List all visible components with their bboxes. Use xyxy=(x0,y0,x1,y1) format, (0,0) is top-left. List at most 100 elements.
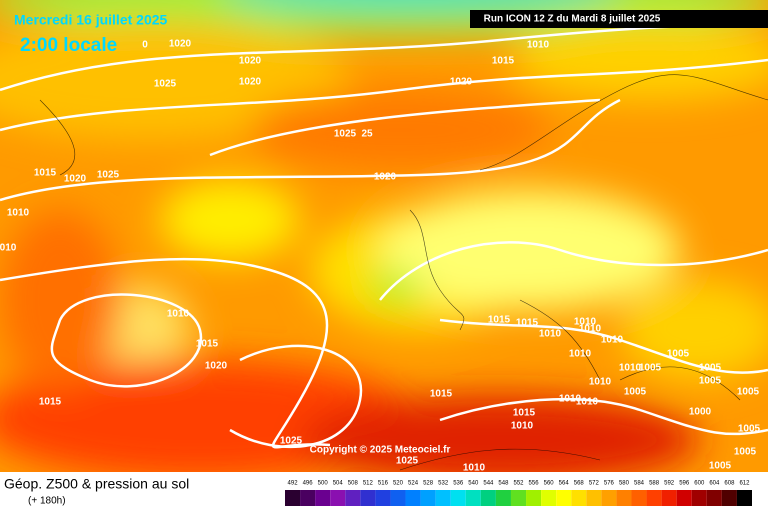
isobar-label: 1020 xyxy=(205,361,228,372)
isobar-label: 1020 xyxy=(64,174,87,185)
scale-label: 524 xyxy=(408,481,419,487)
isobar-label: 1005 xyxy=(709,461,732,472)
legend-subtitle: (+ 180h) xyxy=(28,496,66,507)
isobar-label: 1005 xyxy=(639,363,662,374)
scale-swatch xyxy=(691,490,707,506)
isobar-label: 1005 xyxy=(738,424,761,435)
isobar-label: 1010 xyxy=(167,309,190,320)
date-label: Mercredi 16 juillet 2025 xyxy=(14,12,168,28)
map-background xyxy=(0,0,768,485)
isobar-label: 1005 xyxy=(667,349,690,360)
isobar-label: 25 xyxy=(361,129,373,140)
isobar-label: 1020 xyxy=(239,56,262,67)
isobar-label: 1010 xyxy=(619,363,642,374)
run-label: Run ICON 12 Z du Mardi 8 juillet 2025 xyxy=(484,14,661,25)
isobar-label: 1015 xyxy=(34,168,57,179)
scale-label: 532 xyxy=(438,481,449,487)
isobar-label: 1010 xyxy=(569,349,592,360)
scale-label: 612 xyxy=(739,481,750,487)
scale-label: 544 xyxy=(483,481,494,487)
scale-label: 572 xyxy=(589,481,600,487)
scale-swatch xyxy=(541,490,557,506)
scale-label: 548 xyxy=(498,481,509,487)
isobar-label: 1010 xyxy=(511,421,534,432)
scale-swatch xyxy=(435,490,451,506)
isobar-label: 1010 xyxy=(589,377,612,388)
isobar-label: 1010 xyxy=(527,40,550,51)
isobar-label: 1020 xyxy=(374,172,397,183)
scale-label: 512 xyxy=(363,481,374,487)
scale-label: 564 xyxy=(559,481,570,487)
isobar-label: 1025 xyxy=(396,456,419,467)
isobar-label: 1015 xyxy=(492,56,515,67)
scale-label: 516 xyxy=(378,481,389,487)
isobar-labels: 1020 0 1020 1025 1020 1010 1015 1020 1025 25 1015 1… xyxy=(0,39,761,474)
isobar-label: 1010 xyxy=(463,463,486,474)
legend-title: Géop. Z500 & pression au sol xyxy=(4,476,189,492)
scale-label: 528 xyxy=(423,481,434,487)
scale-swatch xyxy=(375,490,391,506)
isobar-label: 1015 xyxy=(488,315,511,326)
scale-label: 568 xyxy=(574,481,585,487)
isobar-label: 1010 xyxy=(539,329,562,340)
scale-label: 556 xyxy=(529,481,540,487)
isobar-label: 1000 xyxy=(689,407,712,418)
isobar-label: 1005 xyxy=(699,363,722,374)
scale-label: 492 xyxy=(288,481,299,487)
scale-swatch xyxy=(616,490,632,506)
color-scale: 492 496 500 504 508 512 516 520 524 528 532 536 540 5… xyxy=(285,481,752,506)
isobar-label: 1025 xyxy=(154,79,177,90)
scale-swatch xyxy=(330,490,346,506)
scale-label: 536 xyxy=(453,481,464,487)
scale-label: 520 xyxy=(393,481,404,487)
scale-label: 504 xyxy=(333,481,344,487)
time-label: 2:00 locale xyxy=(20,35,117,56)
isobar-label: 1005 xyxy=(737,387,760,398)
isobar-label: 1010 xyxy=(579,324,602,335)
scale-swatch xyxy=(480,490,496,506)
scale-swatch xyxy=(571,490,587,506)
isobar-label: 1025 xyxy=(334,129,357,140)
copyright: Copyright © 2025 Meteociel.fr xyxy=(310,445,451,456)
isobar-label: 1020 xyxy=(239,77,262,88)
scale-swatch xyxy=(661,490,677,506)
scale-swatch xyxy=(721,490,737,506)
scale-label: 580 xyxy=(619,481,630,487)
scale-swatch xyxy=(586,490,602,506)
isobar-label: 1020 xyxy=(450,77,473,88)
scale-label: 540 xyxy=(468,481,479,487)
scale-swatch xyxy=(450,490,466,506)
scale-swatch xyxy=(360,490,376,506)
scale-swatch xyxy=(526,490,542,506)
scale-swatch xyxy=(390,490,406,506)
scale-swatch xyxy=(465,490,481,506)
scale-swatch xyxy=(706,490,722,506)
scale-swatch xyxy=(556,490,572,506)
isobar-label: 1020 xyxy=(169,39,192,50)
scale-label: 600 xyxy=(694,481,705,487)
scale-label: 560 xyxy=(544,481,555,487)
isobars xyxy=(0,18,768,449)
isobar-label: 1010 xyxy=(574,317,597,328)
scale-label: 596 xyxy=(679,481,690,487)
scale-swatch xyxy=(676,490,692,506)
isobar-label: 1015 xyxy=(430,389,453,400)
scale-label: 604 xyxy=(709,481,720,487)
isobar-label: 1025 xyxy=(280,436,303,447)
isobar-label: 1015 xyxy=(196,339,219,350)
coastlines xyxy=(39,74,768,471)
scale-swatch xyxy=(300,490,316,506)
scale-swatch xyxy=(601,490,617,506)
scale-swatch xyxy=(631,490,647,506)
scale-label: 588 xyxy=(649,481,660,487)
isobar-label: 1010 xyxy=(576,397,599,408)
isobar-label: 1025 xyxy=(97,170,120,181)
isobar-label: 1015 xyxy=(39,397,62,408)
scale-swatch xyxy=(405,490,421,506)
isobar-label: 1010 xyxy=(601,335,624,346)
scale-label: 508 xyxy=(348,481,359,487)
scale-swatch xyxy=(510,490,527,506)
isobar-label: 0 xyxy=(142,40,148,51)
run-banner xyxy=(470,10,768,28)
